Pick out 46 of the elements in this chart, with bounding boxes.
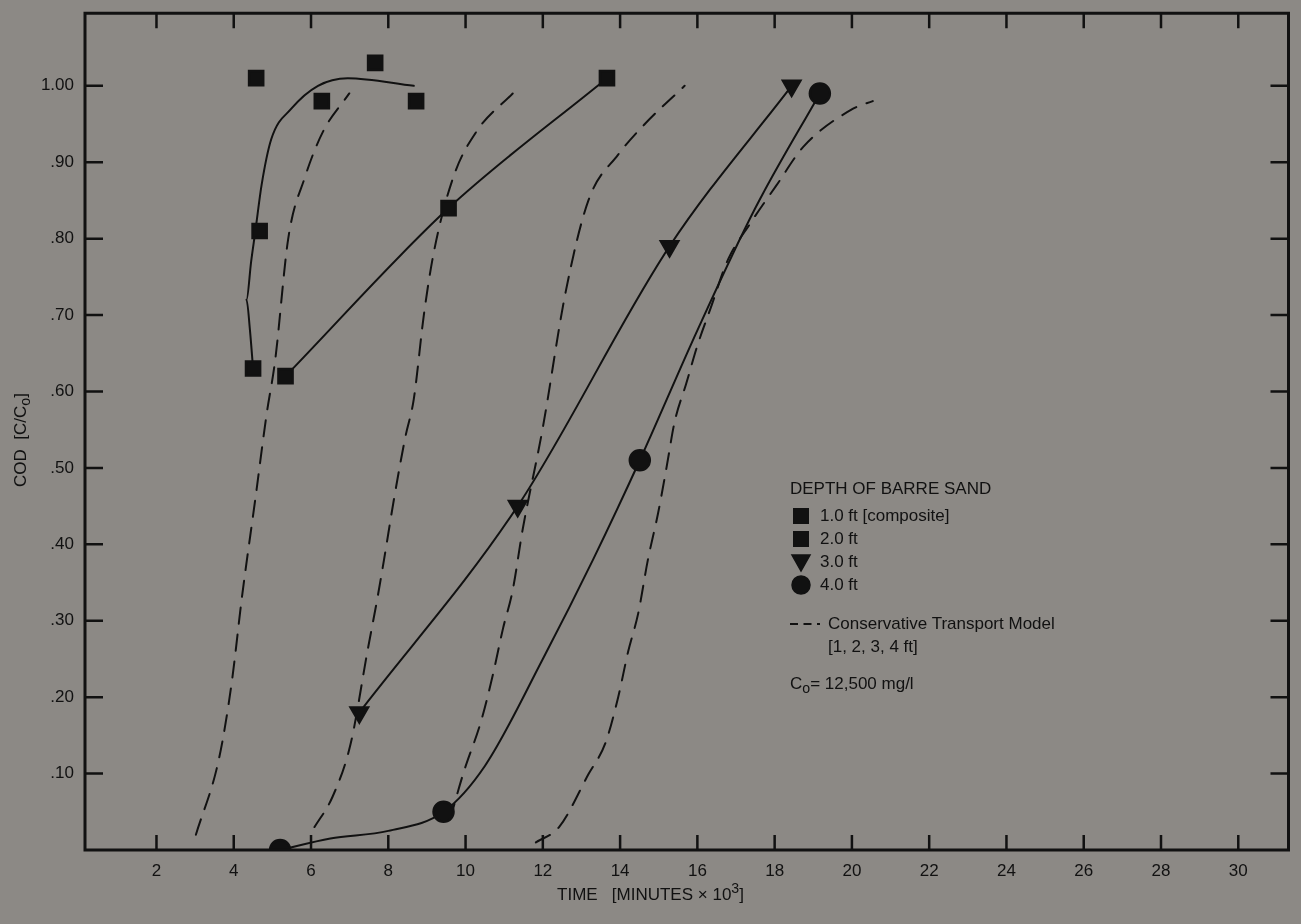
x-tick-label: 8 <box>383 860 394 880</box>
x-tick-label: 30 <box>1228 860 1248 880</box>
point <box>598 69 616 87</box>
y-tick-label: 1.00 <box>40 75 74 95</box>
point <box>440 199 457 217</box>
x-tick-label: 20 <box>842 860 862 880</box>
y-tick-label: .80 <box>50 228 74 248</box>
x-tick-label: 14 <box>610 860 630 880</box>
x-axis-title: TIME [MINUTES × 10$^{3}$] <box>556 880 745 905</box>
legend-label: 1.0 ft [composite] <box>820 504 950 527</box>
y-tick-label: .30 <box>50 610 74 630</box>
x-tick-label: 12 <box>533 860 553 880</box>
point <box>628 449 652 472</box>
point <box>244 360 262 377</box>
y-tick-label: .50 <box>50 457 74 477</box>
point <box>808 82 832 105</box>
point <box>432 800 455 824</box>
x-tick-label: 26 <box>1074 860 1094 880</box>
line-series <box>194 92 351 836</box>
point <box>366 54 384 72</box>
point <box>407 92 425 110</box>
x-tick-label: 4 <box>229 860 239 880</box>
y-tick-label: .90 <box>50 151 74 171</box>
legend-label: 4.0 ft <box>820 573 858 596</box>
x-tick-label: 16 <box>687 860 707 880</box>
legend-label: Conservative Transport Model [1, 2, 3, 4 ft] <box>828 612 1055 658</box>
x-tick-label: 18 <box>765 860 785 880</box>
y-tick-label: .10 <box>50 763 74 783</box>
legend-label: 3.0 ft <box>820 550 858 573</box>
legend-title: DEPTH OF BARRE SAND <box>790 478 993 500</box>
legend-label: 2.0 ft <box>820 527 858 550</box>
point <box>313 92 331 110</box>
point <box>247 69 265 87</box>
x-tick-label: 10 <box>456 860 476 880</box>
annotation: C$_{o}$= 12,500 mg/l <box>790 672 915 698</box>
x-tick-label: 28 <box>1151 860 1171 880</box>
y-tick-label: .70 <box>50 304 74 324</box>
point <box>251 222 268 240</box>
y-tick-label: .20 <box>50 686 74 706</box>
x-tick-label: 2 <box>151 860 162 880</box>
x-tick-label: 22 <box>919 860 939 880</box>
point <box>277 367 294 385</box>
x-tick-label: 24 <box>997 860 1016 880</box>
x-tick-label: 6 <box>306 860 316 880</box>
y-tick-label: .40 <box>50 534 74 554</box>
y-tick-label: .60 <box>50 381 74 401</box>
